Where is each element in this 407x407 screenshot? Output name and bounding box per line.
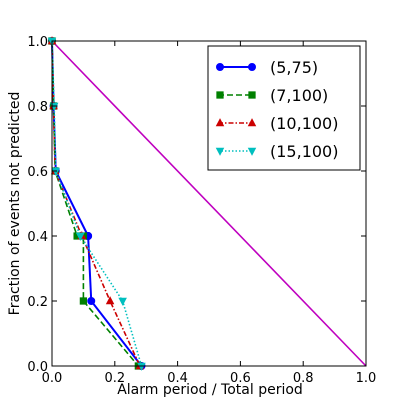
legend-marker-2 <box>216 91 224 99</box>
series-3-point <box>105 296 115 305</box>
plot-frame <box>51 40 367 367</box>
y-axis-title: Fraction of events not predicted <box>7 92 23 316</box>
y-tick-label: 0.8 <box>27 100 48 115</box>
legend-marker-4 <box>247 147 257 156</box>
legend-label-3: (10,100) <box>270 114 338 133</box>
y-tick-label: 0.2 <box>27 295 48 310</box>
reference-diagonal-line <box>51 40 367 367</box>
x-tick-label: 0.6 <box>230 371 251 386</box>
x-axis-title: Alarm period / Total period <box>117 382 303 398</box>
legend-marker-3 <box>247 118 257 127</box>
series-line-2 <box>51 40 139 367</box>
x-tick-label: 0.2 <box>104 371 125 386</box>
x-tick-label: 1.0 <box>356 371 377 386</box>
legend-marker-1 <box>215 63 224 72</box>
y-tick-label: 0.0 <box>27 360 48 375</box>
legend-label-2: (7,100) <box>270 86 328 105</box>
legend-marker-2 <box>248 91 256 99</box>
series-4-point <box>137 362 146 371</box>
axis-ticks: 0.0 0.2 0.4 0.6 0.8 1.0 0.0 0.2 0.4 0.6 0.8 1.0 <box>27 35 376 386</box>
y-tick-label: 1.0 <box>27 35 48 50</box>
series-line-3 <box>51 40 141 367</box>
series-line-4 <box>51 40 143 367</box>
x-tick-label: 0.4 <box>167 371 188 386</box>
legend: (5,75) (7,100) (10,100) (15,100) <box>207 45 361 171</box>
legend-marker-3 <box>215 118 225 127</box>
series-1-point <box>87 296 96 305</box>
x-tick-label: 0.0 <box>42 371 63 386</box>
y-tick-label: 0.6 <box>27 165 48 180</box>
series-4-point <box>75 232 85 241</box>
y-tick-label: 0.4 <box>27 230 48 245</box>
x-tick-label: 0.8 <box>293 371 314 386</box>
legend-marker-1 <box>247 63 256 72</box>
series-2-point <box>79 297 88 305</box>
legend-label-4: (15,100) <box>270 142 338 161</box>
legend-marker-4 <box>215 147 225 156</box>
legend-label-1: (5,75) <box>270 58 318 77</box>
series-4-point <box>118 297 127 306</box>
series-4-point <box>51 167 61 176</box>
